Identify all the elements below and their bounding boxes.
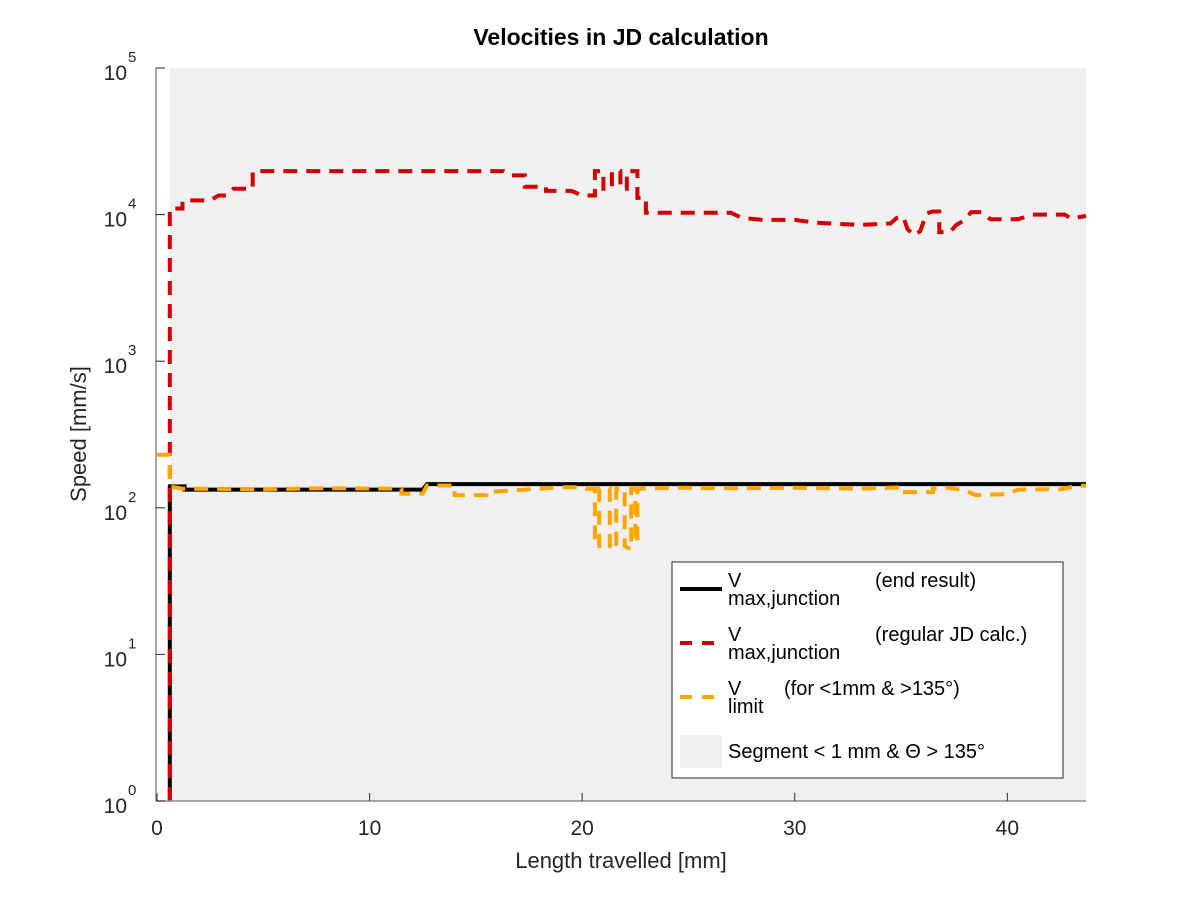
y-tick-exponent: 3 xyxy=(128,342,136,359)
x-tick-label: 0 xyxy=(151,817,163,840)
chart-title: Velocities in JD calculation xyxy=(473,24,768,50)
legend-label-sub: limit xyxy=(728,696,764,718)
legend-label-sub: max,junction xyxy=(728,642,840,664)
x-tick-label: 30 xyxy=(783,817,806,840)
x-tick-label: 10 xyxy=(358,817,381,840)
legend-swatch-shaded xyxy=(680,735,722,768)
legend-label-main: V xyxy=(728,570,742,592)
y-tick-label: 10 xyxy=(104,355,127,378)
legend-label-sub: max,junction xyxy=(728,588,840,610)
y-tick-label: 10 xyxy=(104,648,127,671)
legend-label-main: V xyxy=(728,678,742,700)
y-tick-label: 10 xyxy=(104,795,127,818)
x-tick-label: 20 xyxy=(570,817,593,840)
legend-box xyxy=(671,561,1064,779)
y-tick-exponent: 2 xyxy=(128,489,136,506)
series-line-2 xyxy=(157,452,1087,553)
legend-label-note: (end result) xyxy=(875,570,976,592)
legend-label-shaded: Segment < 1 mm & Θ > 135° xyxy=(728,741,985,763)
y-tick-exponent: 4 xyxy=(128,196,136,213)
y-tick-exponent: 1 xyxy=(128,635,136,652)
series-layer xyxy=(157,169,1087,801)
y-axis-title: Speed [mm/s] xyxy=(66,366,91,502)
series-line-1 xyxy=(167,169,1087,801)
x-tick-label: 40 xyxy=(996,817,1019,840)
legend-label-note: (for <1mm & >135°) xyxy=(784,678,960,700)
y-tick-label: 10 xyxy=(104,209,127,232)
x-axis-title: Length travelled [mm] xyxy=(515,848,727,873)
y-tick-exponent: 0 xyxy=(128,782,136,799)
legend-label-main: V xyxy=(728,624,742,646)
legend-label-note: (regular JD calc.) xyxy=(875,624,1027,646)
y-tick-label: 10 xyxy=(104,62,127,85)
y-tick-label: 10 xyxy=(104,502,127,525)
y-tick-exponent: 5 xyxy=(128,49,136,66)
